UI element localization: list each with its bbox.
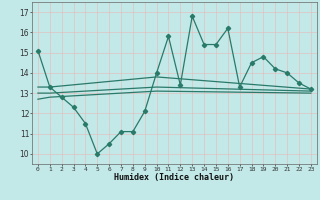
- X-axis label: Humidex (Indice chaleur): Humidex (Indice chaleur): [115, 173, 234, 182]
